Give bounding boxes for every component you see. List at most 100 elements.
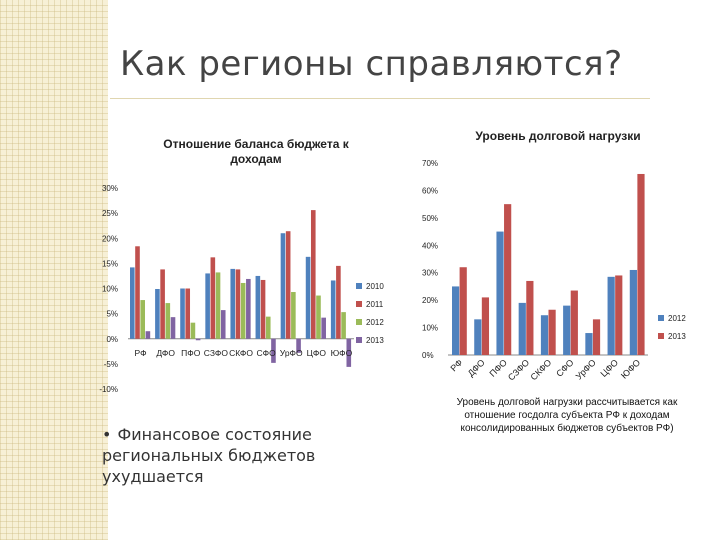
legend-swatch — [356, 337, 362, 343]
legend-swatch — [356, 301, 362, 307]
bar — [145, 331, 151, 339]
y-tick-label: 15% — [102, 259, 118, 268]
bullet-point: • Финансовое состояние региональных бюдже… — [102, 424, 352, 487]
bar — [585, 333, 593, 355]
bar — [235, 269, 241, 339]
bar — [160, 269, 165, 339]
bar — [305, 256, 311, 339]
bar — [316, 295, 321, 339]
bar — [190, 322, 196, 339]
legend-swatch — [658, 333, 664, 339]
x-tick-label: ЦФО — [599, 357, 621, 379]
bar — [255, 275, 261, 339]
x-tick-label: ДФО — [466, 357, 487, 378]
legend-label: 2013 — [366, 336, 384, 345]
bar — [481, 297, 490, 355]
y-tick-label: 0% — [106, 335, 118, 344]
bar — [346, 338, 352, 367]
bar — [459, 267, 467, 355]
chart-title-line: доходам — [230, 152, 281, 166]
y-tick-label: 70% — [422, 159, 438, 168]
legend-label: 2012 — [366, 318, 384, 327]
bar — [170, 317, 176, 339]
x-tick-label: ПФО — [181, 348, 201, 358]
bar — [310, 210, 316, 339]
bar — [240, 282, 246, 339]
y-tick-label: 10% — [422, 324, 438, 333]
bar — [607, 276, 615, 355]
bar — [155, 289, 160, 339]
bar — [496, 231, 504, 355]
bar — [246, 278, 251, 339]
chart-title: Отношение баланса бюджета к доходам — [163, 137, 349, 166]
x-tick-label: ЦФО — [307, 348, 327, 358]
y-tick-label: -5% — [104, 360, 118, 369]
bar — [629, 269, 637, 355]
bar — [215, 272, 221, 339]
chart-title: Уровень долговой нагрузки — [475, 129, 640, 143]
bar — [260, 279, 266, 339]
bullet-text: Финансовое состояние региональных бюджет… — [102, 425, 316, 486]
bar — [336, 265, 341, 339]
bar — [341, 312, 346, 339]
chart-title-line: Отношение баланса бюджета к — [163, 137, 349, 151]
bar — [548, 309, 556, 355]
bar — [230, 268, 236, 339]
y-tick-label: 25% — [102, 209, 118, 218]
legend-label: 2012 — [668, 314, 686, 323]
bar — [637, 173, 645, 355]
x-tick-label: СКФО — [528, 357, 553, 382]
y-tick-label: 20% — [102, 234, 118, 243]
bar — [540, 315, 549, 355]
bullet-icon: • — [102, 425, 112, 444]
x-tick-label: РФ — [448, 357, 464, 373]
bar — [185, 288, 191, 339]
bar — [518, 302, 526, 355]
bar — [452, 286, 460, 355]
y-tick-label: 50% — [422, 214, 438, 223]
slide-title: Как регионы справляются? — [120, 44, 623, 84]
x-tick-label: ЮФО — [619, 357, 642, 380]
bar — [291, 292, 296, 339]
bar — [563, 305, 571, 355]
y-tick-label: 60% — [422, 186, 438, 195]
x-tick-label: УрФО — [574, 357, 598, 381]
bar — [165, 303, 171, 339]
bar — [130, 267, 135, 339]
bar — [180, 288, 185, 339]
bar — [526, 280, 534, 355]
bar — [474, 319, 482, 355]
bar — [220, 310, 226, 339]
legend-swatch — [658, 315, 664, 321]
x-tick-label: РФ — [135, 348, 147, 358]
bar — [504, 204, 512, 355]
y-tick-label: 0% — [422, 351, 434, 360]
decorative-stripe — [0, 0, 108, 540]
bar — [140, 300, 145, 339]
bar — [296, 338, 301, 353]
y-tick-label: -10% — [99, 385, 118, 394]
x-tick-label: СЗФО — [204, 348, 229, 358]
bar — [265, 316, 271, 339]
bar — [570, 290, 578, 355]
legend-label: 2013 — [668, 332, 686, 341]
x-tick-label: СФО — [554, 357, 575, 378]
bar — [135, 246, 140, 339]
bar — [195, 338, 201, 341]
x-tick-label: СКФО — [229, 348, 253, 358]
bar — [615, 275, 623, 355]
bar — [321, 317, 326, 339]
bar — [271, 338, 276, 363]
y-tick-label: 20% — [422, 296, 438, 305]
bar — [330, 280, 336, 339]
y-tick-label: 40% — [422, 241, 438, 250]
y-tick-label: 10% — [102, 285, 118, 294]
x-tick-label: СФО — [257, 348, 277, 358]
bar — [280, 233, 286, 339]
legend-swatch — [356, 283, 362, 289]
x-tick-label: СЗФО — [506, 357, 531, 382]
bar — [285, 231, 291, 339]
bar — [205, 273, 210, 339]
debt-load-chart: Уровень долговой нагрузки 0% 10% 20% 30% 40% 5… — [422, 129, 686, 383]
